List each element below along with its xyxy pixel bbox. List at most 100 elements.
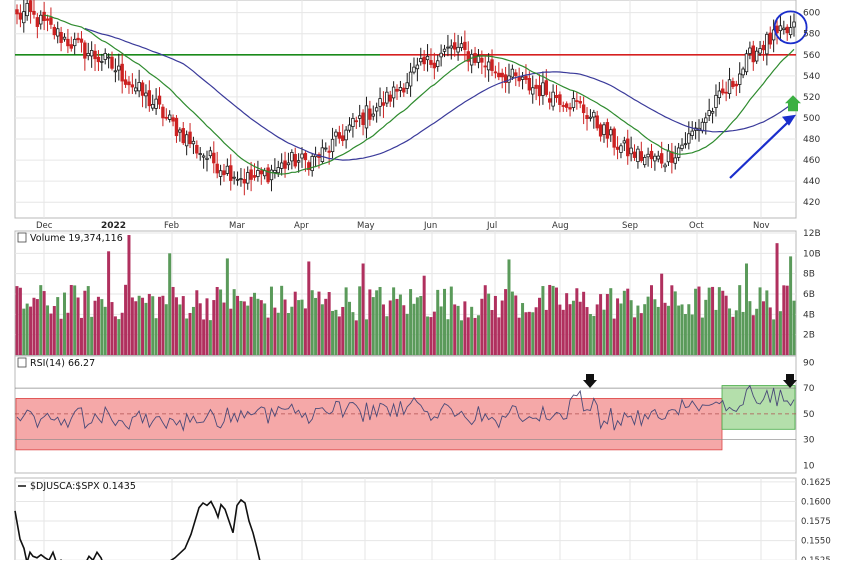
candle-up [364, 105, 369, 129]
price-tick-label: 560 [803, 51, 820, 61]
candle-up [117, 65, 121, 71]
candle-down [327, 150, 331, 153]
volume-bar-down [158, 296, 162, 355]
volume-bar-down [500, 300, 504, 355]
price-tick-label: 580 [803, 30, 820, 40]
candle-down [429, 60, 433, 65]
candle-down [632, 151, 637, 158]
price-tick-label: 540 [803, 72, 820, 82]
candle-up [167, 114, 172, 120]
candle-up [744, 53, 749, 73]
volume-bar-up [415, 297, 419, 355]
candle-down [127, 81, 131, 86]
candle-up [609, 129, 613, 136]
volume-bar-up [385, 316, 389, 355]
volume-bar-down [341, 306, 345, 355]
ratio-tick-label: 0.1625 [801, 478, 831, 488]
candle-up [714, 94, 718, 108]
volume-bar-down [127, 235, 131, 355]
volume-bar-down [639, 313, 643, 355]
month-label: May [357, 221, 375, 231]
volume-bar-up [772, 319, 776, 355]
volume-bar-up [541, 286, 545, 355]
candle-down [110, 56, 114, 69]
volume-bar-up [405, 313, 409, 355]
candle-up [748, 47, 752, 54]
volume-bar-down [113, 316, 117, 355]
volume-bar-up [443, 288, 447, 355]
volume-title: Volume 19,374,116 [30, 233, 123, 244]
volume-bar-down [381, 304, 385, 355]
candle-up [710, 111, 715, 114]
candle-down [548, 98, 552, 103]
candle-down [266, 167, 270, 183]
candle-up [184, 134, 189, 147]
volume-bar-up [256, 298, 260, 355]
volume-bar-up [704, 299, 708, 355]
candle-down [361, 112, 365, 126]
volume-bar-down [96, 296, 100, 355]
candle-up [405, 82, 409, 89]
volume-bar-up [622, 290, 626, 355]
candle-up [486, 61, 491, 71]
month-label: Apr [294, 221, 309, 231]
candle-up [666, 150, 671, 163]
candle-down [612, 128, 616, 148]
volume-bar-up [286, 313, 290, 355]
candle-down [500, 72, 504, 78]
volume-bar-up [459, 320, 463, 355]
rsi-series-line [16, 384, 795, 432]
volume-bar-up [436, 289, 440, 355]
month-label: Jun [423, 221, 437, 231]
price-tick-label: 460 [803, 156, 820, 166]
candle-down [422, 56, 426, 65]
candle-down [480, 57, 484, 63]
volume-bar-down [327, 292, 331, 355]
volume-bar-down [188, 312, 192, 355]
volume-bar-down [595, 304, 599, 355]
volume-bar-down [124, 284, 128, 355]
candle-up [619, 145, 623, 153]
candle-down [252, 175, 257, 178]
rsi-title: RSI(14) 66.27 [30, 358, 95, 369]
volume-bar-down [724, 295, 728, 355]
volume-bar-up [758, 287, 762, 355]
candle-up [592, 111, 596, 118]
volume-bar-up [521, 303, 525, 355]
volume-bar-down [83, 290, 87, 355]
volume-bar-down [202, 319, 206, 355]
candle-down [388, 94, 392, 102]
candle-up [412, 66, 416, 73]
candle-up [113, 70, 118, 73]
volume-bar-up [168, 253, 172, 355]
candle-up [765, 33, 769, 55]
volume-bar-up [290, 306, 294, 355]
rsi-down-arrow [583, 374, 597, 388]
volume-bar-down [558, 304, 562, 355]
candle-up [151, 104, 155, 109]
month-label: Jul [486, 221, 497, 231]
month-label: Oct [689, 221, 704, 231]
volume-bar-up [619, 303, 623, 355]
volume-bar-down [544, 309, 548, 355]
candle-down [598, 124, 603, 137]
volume-bar-up [314, 297, 318, 355]
volume-bar-up [744, 263, 748, 355]
month-label: Sep [622, 221, 638, 231]
month-label: Feb [164, 221, 179, 231]
volume-bar-down [660, 273, 664, 355]
candle-up [788, 27, 793, 36]
volume-bar-up [300, 299, 304, 355]
candle-down [775, 25, 779, 34]
volume-bar-up [419, 295, 423, 355]
candle-down [544, 80, 549, 95]
volume-bar-up [219, 289, 223, 355]
candle-down [497, 72, 501, 78]
candle-down [564, 103, 569, 108]
volume-bar-up [103, 306, 107, 355]
volume-bar-up [225, 258, 229, 355]
candle-down [229, 165, 233, 181]
candle-up [378, 98, 382, 107]
volume-bar-down [534, 307, 538, 355]
candle-down [69, 44, 73, 49]
